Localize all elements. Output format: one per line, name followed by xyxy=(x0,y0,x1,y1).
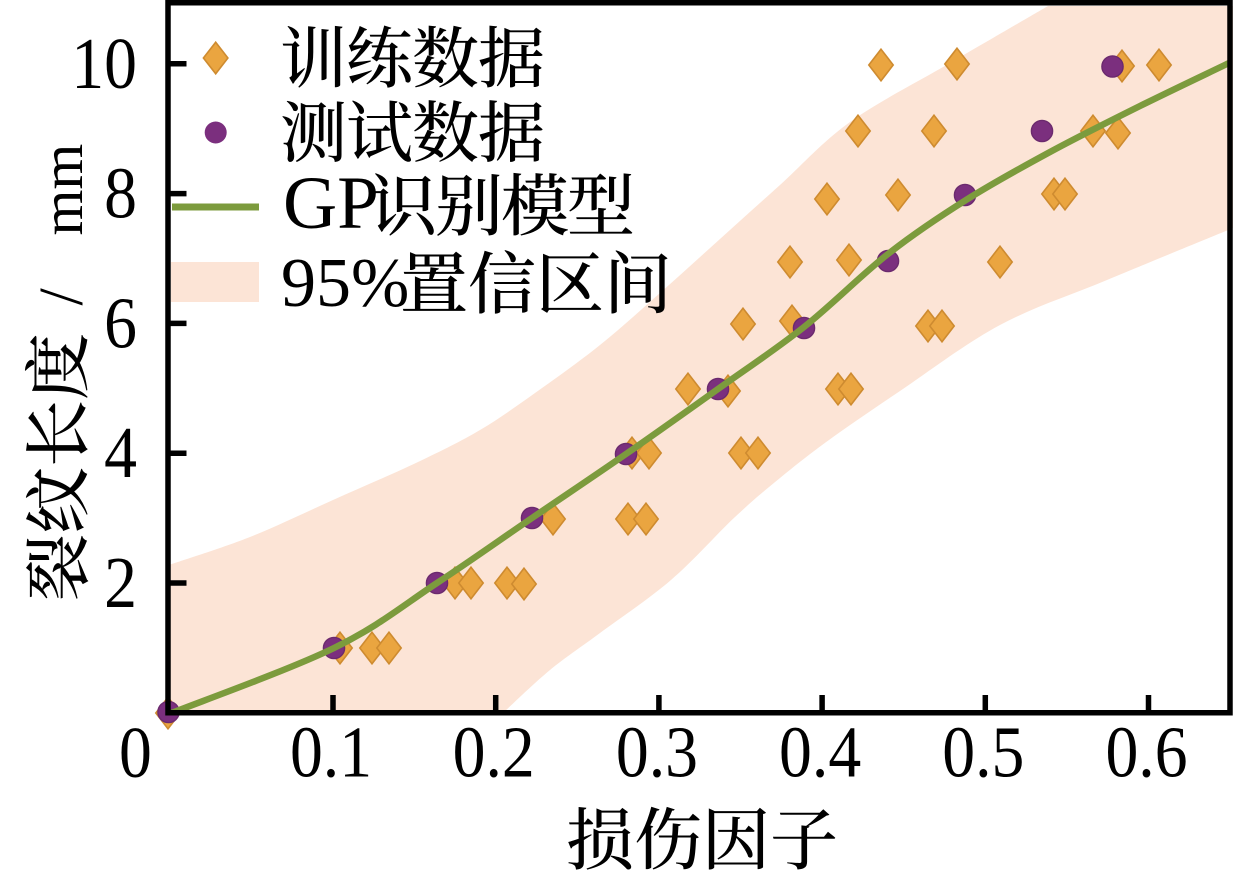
svg-text:10: 10 xyxy=(71,24,137,105)
svg-text:6: 6 xyxy=(104,283,137,364)
svg-text:0: 0 xyxy=(119,713,152,794)
svg-text:2: 2 xyxy=(104,543,137,624)
svg-text:0.2: 0.2 xyxy=(453,712,535,793)
svg-text:95%: 95% xyxy=(281,245,409,322)
svg-text:mm: mm xyxy=(29,144,95,236)
svg-text:0.4: 0.4 xyxy=(779,712,861,793)
svg-text:0.3: 0.3 xyxy=(616,712,698,793)
svg-text:0.6: 0.6 xyxy=(1105,712,1187,793)
svg-text:/: / xyxy=(28,288,96,306)
svg-text:0.1: 0.1 xyxy=(290,712,372,793)
svg-text:8: 8 xyxy=(104,153,137,234)
svg-text:0.5: 0.5 xyxy=(942,712,1024,793)
svg-text:GP: GP xyxy=(283,162,379,245)
svg-text:4: 4 xyxy=(104,413,137,494)
